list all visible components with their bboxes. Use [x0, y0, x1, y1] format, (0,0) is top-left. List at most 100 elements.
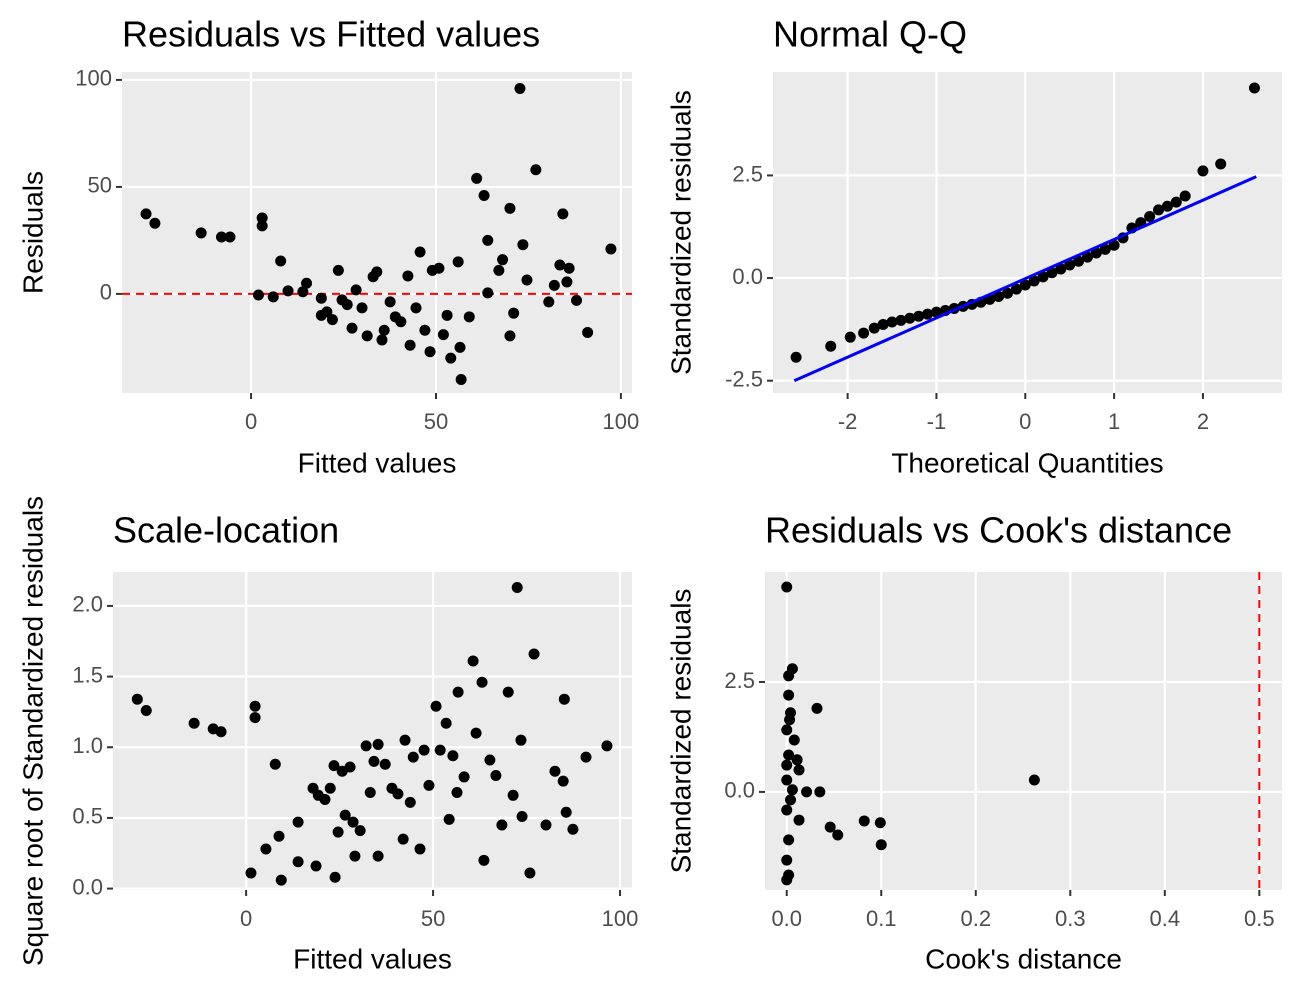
x-tick-label: 0.2 [960, 906, 991, 931]
point [508, 307, 520, 319]
point [458, 771, 470, 783]
y-tick-label: 100 [75, 66, 112, 91]
point [558, 693, 570, 705]
point [793, 764, 805, 776]
point [781, 854, 793, 866]
point [781, 581, 793, 593]
point [364, 786, 376, 798]
point [1153, 204, 1165, 216]
point [1028, 774, 1040, 786]
point [419, 324, 431, 336]
point [410, 302, 422, 314]
point [371, 266, 383, 278]
point [502, 686, 514, 698]
point [301, 277, 313, 289]
y-tick-label: 2.5 [724, 668, 755, 693]
point [341, 299, 353, 311]
point [452, 256, 464, 268]
point [557, 208, 569, 220]
point [256, 212, 268, 224]
y-tick-label: 0.0 [724, 778, 755, 803]
y-tick-label: 1.5 [72, 662, 103, 687]
point [793, 814, 805, 826]
x-tick-label: 0.1 [866, 906, 897, 931]
point [454, 341, 466, 353]
point [319, 794, 331, 806]
point [484, 754, 496, 766]
x-tick-label: 1 [1108, 409, 1120, 434]
point [423, 779, 435, 791]
point [783, 834, 795, 846]
point [1046, 267, 1058, 279]
panel-title: Residuals vs Cook's distance [765, 510, 1232, 551]
point [434, 744, 446, 756]
x-axis-title: Cook's distance [925, 943, 1122, 974]
point [149, 217, 161, 229]
point [378, 324, 390, 336]
point [324, 782, 336, 794]
point [913, 310, 925, 322]
point [273, 830, 285, 842]
point [824, 821, 836, 833]
point [1099, 243, 1111, 255]
point [328, 760, 340, 772]
point [517, 239, 529, 251]
point [543, 296, 555, 308]
y-tick-label: 0.5 [72, 804, 103, 829]
point [548, 279, 560, 291]
point [275, 874, 287, 886]
point [1002, 287, 1014, 299]
point [783, 689, 795, 701]
point [1010, 283, 1022, 295]
point [188, 717, 200, 729]
point [455, 374, 467, 386]
point [402, 270, 414, 282]
point [332, 264, 344, 276]
point [875, 839, 887, 851]
point [1215, 158, 1227, 170]
point [783, 670, 795, 682]
point [1090, 247, 1102, 259]
point [224, 231, 236, 243]
point [785, 794, 797, 806]
point [360, 740, 372, 752]
point [256, 220, 268, 232]
point [315, 292, 327, 304]
point [344, 761, 356, 773]
x-tick-label: 0.5 [1244, 906, 1275, 931]
point [1108, 239, 1120, 251]
point [1019, 279, 1031, 291]
point [511, 582, 523, 594]
point [1073, 255, 1085, 267]
x-tick-label: -2 [838, 409, 858, 434]
point [372, 850, 384, 862]
point [368, 755, 380, 767]
point [784, 714, 796, 726]
point [292, 816, 304, 828]
point [467, 655, 479, 667]
point [361, 330, 373, 342]
point [521, 274, 533, 286]
point [877, 318, 889, 330]
point [476, 676, 488, 688]
point [195, 227, 207, 239]
point [580, 751, 592, 763]
point [347, 816, 359, 828]
point [567, 823, 579, 835]
y-tick-label: 0.0 [72, 874, 103, 899]
point [424, 346, 436, 358]
point [356, 302, 368, 314]
point [1064, 259, 1076, 271]
point [349, 850, 361, 862]
point [310, 860, 322, 872]
panel-title: Scale-location [113, 510, 339, 551]
x-tick-label: 0 [1019, 409, 1031, 434]
x-tick-label: 0 [245, 409, 257, 434]
point [384, 296, 396, 308]
point [326, 314, 338, 326]
y-tick-label: 2.5 [732, 161, 763, 186]
point [407, 751, 419, 763]
point [514, 82, 526, 94]
y-tick-label: 50 [88, 173, 112, 198]
